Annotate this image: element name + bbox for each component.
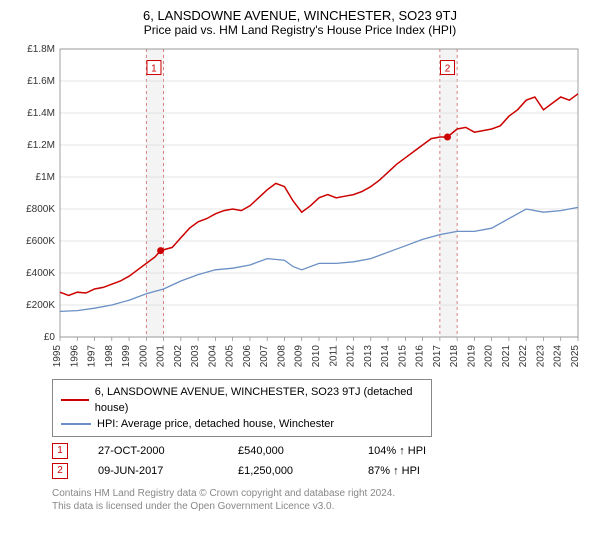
svg-text:2023: 2023: [535, 345, 546, 368]
svg-text:2: 2: [445, 64, 451, 75]
marker-number: 2: [52, 463, 68, 479]
svg-text:£0: £0: [44, 332, 56, 343]
svg-text:2001: 2001: [156, 345, 167, 368]
svg-text:2004: 2004: [207, 345, 218, 368]
svg-text:1996: 1996: [69, 345, 80, 368]
marker-row: 2 09-JUN-2017 £1,250,000 87% ↑ HPI: [52, 461, 588, 481]
legend-label: HPI: Average price, detached house, Winc…: [97, 416, 334, 432]
page-subtitle: Price paid vs. HM Land Registry's House …: [12, 23, 588, 37]
svg-text:£1.8M: £1.8M: [27, 44, 55, 55]
svg-text:2002: 2002: [173, 345, 184, 368]
svg-text:2012: 2012: [346, 345, 357, 368]
footer: Contains HM Land Registry data © Crown c…: [52, 487, 588, 513]
svg-text:1998: 1998: [104, 345, 115, 368]
svg-text:2008: 2008: [276, 345, 287, 368]
svg-text:2009: 2009: [294, 345, 305, 368]
svg-text:2015: 2015: [397, 345, 408, 368]
svg-text:£600K: £600K: [26, 236, 55, 247]
marker-date: 09-JUN-2017: [98, 461, 208, 481]
svg-text:2005: 2005: [225, 345, 236, 368]
svg-text:2024: 2024: [553, 345, 564, 368]
svg-text:2003: 2003: [190, 345, 201, 368]
svg-text:£1M: £1M: [36, 172, 55, 183]
svg-text:2000: 2000: [138, 345, 149, 368]
marker-table: 1 27-OCT-2000 £540,000 104% ↑ HPI 2 09-J…: [52, 441, 588, 481]
svg-text:2013: 2013: [363, 345, 374, 368]
svg-text:1: 1: [151, 64, 157, 75]
svg-text:2006: 2006: [242, 345, 253, 368]
svg-text:£1.6M: £1.6M: [27, 76, 55, 87]
page-title: 6, LANSDOWNE AVENUE, WINCHESTER, SO23 9T…: [12, 8, 588, 23]
svg-text:£200K: £200K: [26, 300, 55, 311]
footer-line: Contains HM Land Registry data © Crown c…: [52, 487, 588, 500]
svg-text:£400K: £400K: [26, 268, 55, 279]
svg-text:2022: 2022: [518, 345, 529, 368]
svg-text:2025: 2025: [570, 345, 581, 368]
marker-date: 27-OCT-2000: [98, 441, 208, 461]
svg-text:£800K: £800K: [26, 204, 55, 215]
legend-row: 6, LANSDOWNE AVENUE, WINCHESTER, SO23 9T…: [61, 384, 423, 416]
svg-text:2010: 2010: [311, 345, 322, 368]
legend: 6, LANSDOWNE AVENUE, WINCHESTER, SO23 9T…: [52, 379, 432, 437]
price-chart: £0 £200K £400K £600K £800K £1M £1.2M £1.4M £1.6M…: [12, 43, 588, 373]
svg-text:2017: 2017: [432, 345, 443, 368]
marker-pct: 104% ↑ HPI: [368, 441, 426, 461]
svg-text:2019: 2019: [466, 345, 477, 368]
legend-row: HPI: Average price, detached house, Winc…: [61, 416, 423, 432]
legend-label: 6, LANSDOWNE AVENUE, WINCHESTER, SO23 9T…: [95, 384, 423, 416]
marker-pct: 87% ↑ HPI: [368, 461, 420, 481]
marker-row: 1 27-OCT-2000 £540,000 104% ↑ HPI: [52, 441, 588, 461]
footer-line: This data is licensed under the Open Gov…: [52, 500, 588, 513]
svg-text:2016: 2016: [415, 345, 426, 368]
svg-text:2011: 2011: [328, 345, 339, 367]
svg-text:2018: 2018: [449, 345, 460, 368]
legend-swatch: [61, 423, 91, 425]
svg-text:1995: 1995: [52, 345, 63, 368]
svg-text:2021: 2021: [501, 345, 512, 368]
svg-text:2014: 2014: [380, 345, 391, 368]
marker-price: £1,250,000: [238, 461, 338, 481]
marker-number: 1: [52, 443, 68, 459]
svg-text:£1.2M: £1.2M: [27, 140, 55, 151]
svg-text:1999: 1999: [121, 345, 132, 368]
svg-text:2007: 2007: [259, 345, 270, 368]
svg-text:2020: 2020: [484, 345, 495, 368]
marker-price: £540,000: [238, 441, 338, 461]
svg-text:1997: 1997: [87, 345, 98, 368]
legend-swatch: [61, 399, 89, 401]
svg-text:£1.4M: £1.4M: [27, 108, 55, 119]
